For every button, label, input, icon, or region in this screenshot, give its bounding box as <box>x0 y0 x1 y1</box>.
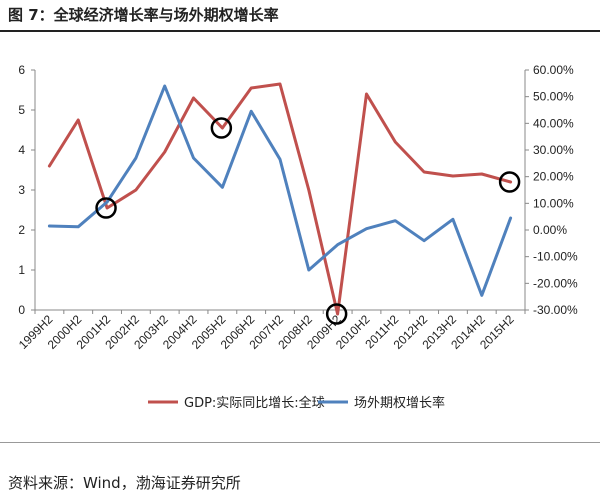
gdp-point <box>509 180 512 184</box>
otc-point <box>336 243 339 246</box>
gdp-point <box>105 206 109 210</box>
otc-point <box>451 218 455 221</box>
gdp-point <box>278 82 282 86</box>
otc-point <box>278 158 282 161</box>
legend-gdp-label: GDP:实际同比增长:全球 <box>184 395 325 411</box>
right-tick-label: -10.00% <box>533 250 578 264</box>
otc-point <box>365 227 368 230</box>
gdp-point <box>365 92 368 96</box>
otc-point <box>394 219 397 222</box>
gdp-point <box>307 188 311 192</box>
gdp-point <box>163 150 166 154</box>
x-axis-ticks: 1999H22000H22001H22002H22003H22004H22005… <box>16 310 526 352</box>
right-tick-label: -30.00% <box>533 303 578 317</box>
right-tick-label: 30.00% <box>533 143 574 157</box>
right-tick-label: 10.00% <box>533 196 574 210</box>
gdp-point <box>422 170 426 174</box>
right-tick-label: 20.00% <box>533 170 574 184</box>
otc-point <box>422 239 426 242</box>
otc-point <box>192 156 195 160</box>
otc-point <box>105 200 109 204</box>
chart-axes <box>34 70 526 311</box>
otc-point <box>134 156 138 160</box>
otc-point <box>480 294 483 297</box>
otc-point <box>249 110 253 113</box>
gdp-point <box>134 188 138 192</box>
right-tick-label: 50.00% <box>533 90 574 104</box>
otc-point <box>221 186 224 189</box>
legend-otc-label: 场外期权增长率 <box>354 395 445 411</box>
left-axis-ticks: 0 1 2 3 4 5 6 <box>18 63 35 317</box>
otc-point <box>163 84 166 88</box>
gdp-point <box>192 96 195 100</box>
highlight-circle <box>95 197 117 219</box>
right-tick-label: 0.00% <box>533 223 567 237</box>
right-tick-label: 40.00% <box>533 116 574 130</box>
gdp-series-line <box>47 82 513 316</box>
right-axis-ticks: -30.00% -20.00% -10.00% 0.00% 10.00% 20.00% 30… <box>525 63 578 317</box>
title-rule <box>0 30 600 32</box>
gdp-point <box>336 312 339 316</box>
otc-series-line <box>47 84 513 297</box>
otc-point <box>48 224 51 228</box>
gdp-point <box>394 140 397 144</box>
left-tick-label: 0 <box>18 303 25 317</box>
otc-point <box>509 216 512 220</box>
gdp-point <box>221 126 224 130</box>
gdp-point <box>249 86 253 90</box>
left-tick-label: 5 <box>18 103 25 117</box>
bottom-rule <box>0 442 600 443</box>
highlight-circles <box>95 117 521 325</box>
highlight-circle <box>210 117 233 139</box>
highlight-circle <box>498 171 521 193</box>
right-tick-label: 60.00% <box>533 63 574 77</box>
source-note: 资料来源：Wind，渤海证券研究所 <box>8 474 241 492</box>
gdp-point <box>77 118 80 122</box>
left-tick-label: 2 <box>18 223 25 237</box>
otc-point <box>77 225 80 228</box>
gdp-point <box>480 172 483 176</box>
chart-legend: GDP:实际同比增长:全球 场外期权增长率 <box>148 395 445 411</box>
left-tick-label: 6 <box>18 63 25 77</box>
otc-point <box>307 268 311 272</box>
left-tick-label: 4 <box>18 143 25 157</box>
left-tick-label: 1 <box>18 263 25 277</box>
left-tick-label: 3 <box>18 183 25 197</box>
figure-title: 图 7：全球经济增长率与场外期权增长率 <box>8 6 279 24</box>
gdp-point <box>48 164 51 168</box>
series-layer <box>47 82 513 316</box>
line-chart: 0 1 2 3 4 5 6 -30.00% -20.00% -10.00% 0.00% 10.00%… <box>16 63 578 411</box>
gdp-point <box>451 174 455 178</box>
right-tick-label: -20.00% <box>533 276 578 290</box>
highlight-circle <box>325 303 348 325</box>
